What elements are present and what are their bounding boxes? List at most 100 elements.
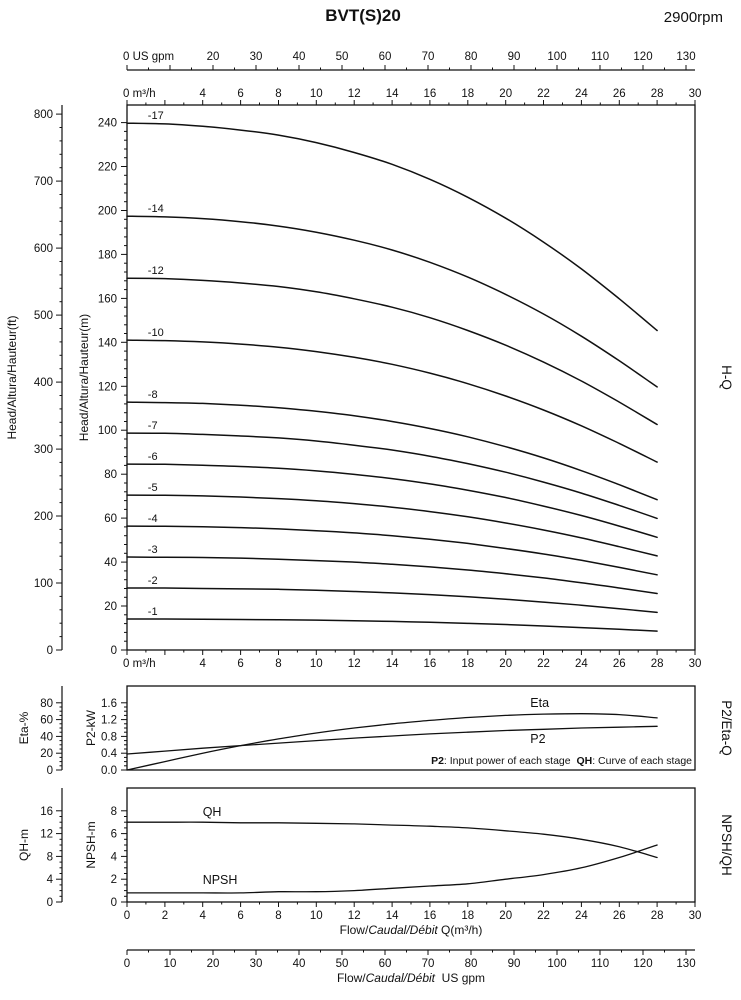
- hq-outer-tick-label: 100: [34, 578, 53, 590]
- bottom-gpm-tick-label: 30: [250, 958, 263, 970]
- top-gpm-tick-label: 40: [293, 51, 306, 63]
- low-bottom-tick-label: 4: [199, 910, 206, 922]
- low-bottom-tick-label: 10: [310, 910, 323, 922]
- curve--3: [126, 556, 658, 595]
- curve--14: [126, 215, 658, 388]
- hq-inner-tick-label: 220: [98, 162, 117, 174]
- top-m3h-tick-label: 20: [499, 88, 512, 100]
- top-m3h-tick-label: 12: [348, 88, 361, 100]
- bottom-gpm-tick-label: 90: [508, 958, 521, 970]
- curve--5: [126, 494, 658, 557]
- stage-label-12: -12: [148, 265, 164, 277]
- bottom-gpm-tick-label: 80: [465, 958, 478, 970]
- hq-bottom-tick-label: 30: [689, 658, 702, 670]
- hq-bottom-tick-label: 26: [613, 658, 626, 670]
- npshqh-inner-tick-label: 0: [111, 897, 117, 909]
- top-m3h-tick-label: 28: [651, 88, 664, 100]
- p2eta-inner-tick-label: 0.8: [101, 731, 117, 743]
- hq-inner-tick-label: 20: [104, 601, 117, 613]
- curve--7: [126, 432, 658, 520]
- top-gpm-tick-label: 110: [591, 51, 609, 63]
- curve-QH: [126, 821, 658, 859]
- npshqh-outer-tick-label: 8: [47, 851, 53, 863]
- stage-label-17: -17: [148, 110, 164, 122]
- top-m3h-tick-label: 8: [275, 88, 281, 100]
- low-bottom-tick-label: 0: [124, 910, 130, 922]
- npshqh-right-title: NPSH/QH: [719, 814, 734, 876]
- stage-label-8: -8: [148, 389, 158, 401]
- curve-NPSH: [126, 844, 658, 894]
- p2eta-inner-tick-label: 0.0: [101, 765, 117, 777]
- hq-bottom-tick-label: 6: [237, 658, 243, 670]
- bottom-gpm-tick-label: 40: [293, 958, 306, 970]
- qh-curve-label: QH: [203, 805, 222, 819]
- flow-gpm-axis-title: Flow/Caudal/Débit US gpm: [337, 971, 485, 985]
- curve--4: [126, 525, 658, 576]
- hq-inner-tick-label: 0: [111, 645, 117, 657]
- low-bottom-tick-label: 24: [575, 910, 588, 922]
- bottom-gpm-tick-label: 50: [336, 958, 349, 970]
- stage-label-5: -5: [148, 482, 158, 494]
- bottom-gpm-tick-label: 70: [422, 958, 435, 970]
- npshqh-inner-tick-label: 4: [111, 851, 118, 863]
- p2eta-inner-tick-label: 0.4: [101, 748, 118, 760]
- npshqh-outer-tick-label: 4: [47, 874, 54, 886]
- low-bottom-tick-label: 18: [461, 910, 474, 922]
- stage-label-1: -1: [148, 606, 158, 618]
- hq-bottom-tick-label: 28: [651, 658, 664, 670]
- rpm-label: 2900rpm: [663, 9, 723, 26]
- stage-note-text: P2: Input power of each stage QH: Curve …: [431, 755, 692, 767]
- top-m3h-tick-label: 24: [575, 88, 588, 100]
- hq-bottom-tick-label: 4: [199, 658, 206, 670]
- hq-inner-tick-label: 140: [98, 337, 117, 349]
- top-gpm-tick-label: 60: [379, 51, 392, 63]
- low-bottom-tick-label: 12: [348, 910, 361, 922]
- top-m3h-tick-label: 16: [424, 88, 437, 100]
- stage-label-3: -3: [148, 544, 158, 556]
- hq-outer-tick-label: 200: [34, 511, 53, 523]
- top-gpm-tick-label: 30: [250, 51, 263, 63]
- curve--8: [126, 401, 658, 501]
- hq-inner-tick-label: 160: [98, 293, 117, 305]
- hq-inner-tick-label: 120: [98, 381, 117, 393]
- hq-inner-axis-title: Head/Altura/Hauteur(m): [77, 314, 91, 441]
- bottom-gpm-tick-label: 20: [207, 958, 220, 970]
- stage-label-4: -4: [148, 513, 158, 525]
- page-title: BVT(S)20: [325, 6, 401, 25]
- npshqh-inner-axis-title: NPSH-m: [84, 821, 98, 868]
- npshqh-inner-tick-label: 6: [111, 829, 117, 841]
- top-gpm-tick-label: 90: [508, 51, 521, 63]
- curve-Eta: [126, 713, 658, 771]
- hq-inner-tick-label: 200: [98, 206, 117, 218]
- curve--17: [126, 122, 658, 332]
- hq-bottom-tick-label: 22: [537, 658, 550, 670]
- p2eta-inner-tick-label: 1.6: [101, 698, 117, 710]
- curve--6: [126, 463, 658, 539]
- bottom-gpm-tick-label: 110: [591, 958, 609, 970]
- npshqh-outer-tick-label: 16: [40, 806, 53, 818]
- low-bottom-tick-label: 30: [689, 910, 702, 922]
- low-bottom-tick-label: 14: [386, 910, 399, 922]
- low-bottom-tick-label: 8: [275, 910, 281, 922]
- bottom-gpm-tick-label: 100: [547, 958, 566, 970]
- hq-outer-tick-label: 0: [47, 645, 53, 657]
- bottom-gpm-tick-label: 120: [633, 958, 652, 970]
- hq-outer-axis-title: Head/Altura/Hauteur(ft): [5, 315, 19, 439]
- low-bottom-tick-label: 6: [237, 910, 243, 922]
- p2eta-right-title: P2/Eta-Q: [719, 700, 734, 756]
- npshqh-inner-tick-label: 2: [111, 874, 117, 886]
- p2eta-outer-tick-label: 60: [40, 715, 53, 727]
- low-bottom-tick-label: 28: [651, 910, 664, 922]
- p2eta-inner-tick-label: 1.2: [101, 715, 117, 727]
- stage-label-6: -6: [148, 451, 158, 463]
- bottom-gpm-tick-label: 0: [124, 958, 130, 970]
- hq-outer-tick-label: 500: [34, 310, 53, 322]
- flow-m3h-axis-title: Flow/Caudal/Débit Q(m³/h): [340, 923, 483, 937]
- hq-inner-tick-label: 240: [98, 118, 117, 130]
- stage-label-7: -7: [148, 420, 158, 432]
- p2eta-outer-axis-title: Eta-%: [17, 711, 31, 744]
- top-m3h-tick-label: 4: [199, 88, 206, 100]
- hq-outer-tick-label: 800: [34, 109, 53, 121]
- stage-label-14: -14: [148, 203, 164, 215]
- p2eta-outer-tick-label: 80: [40, 698, 53, 710]
